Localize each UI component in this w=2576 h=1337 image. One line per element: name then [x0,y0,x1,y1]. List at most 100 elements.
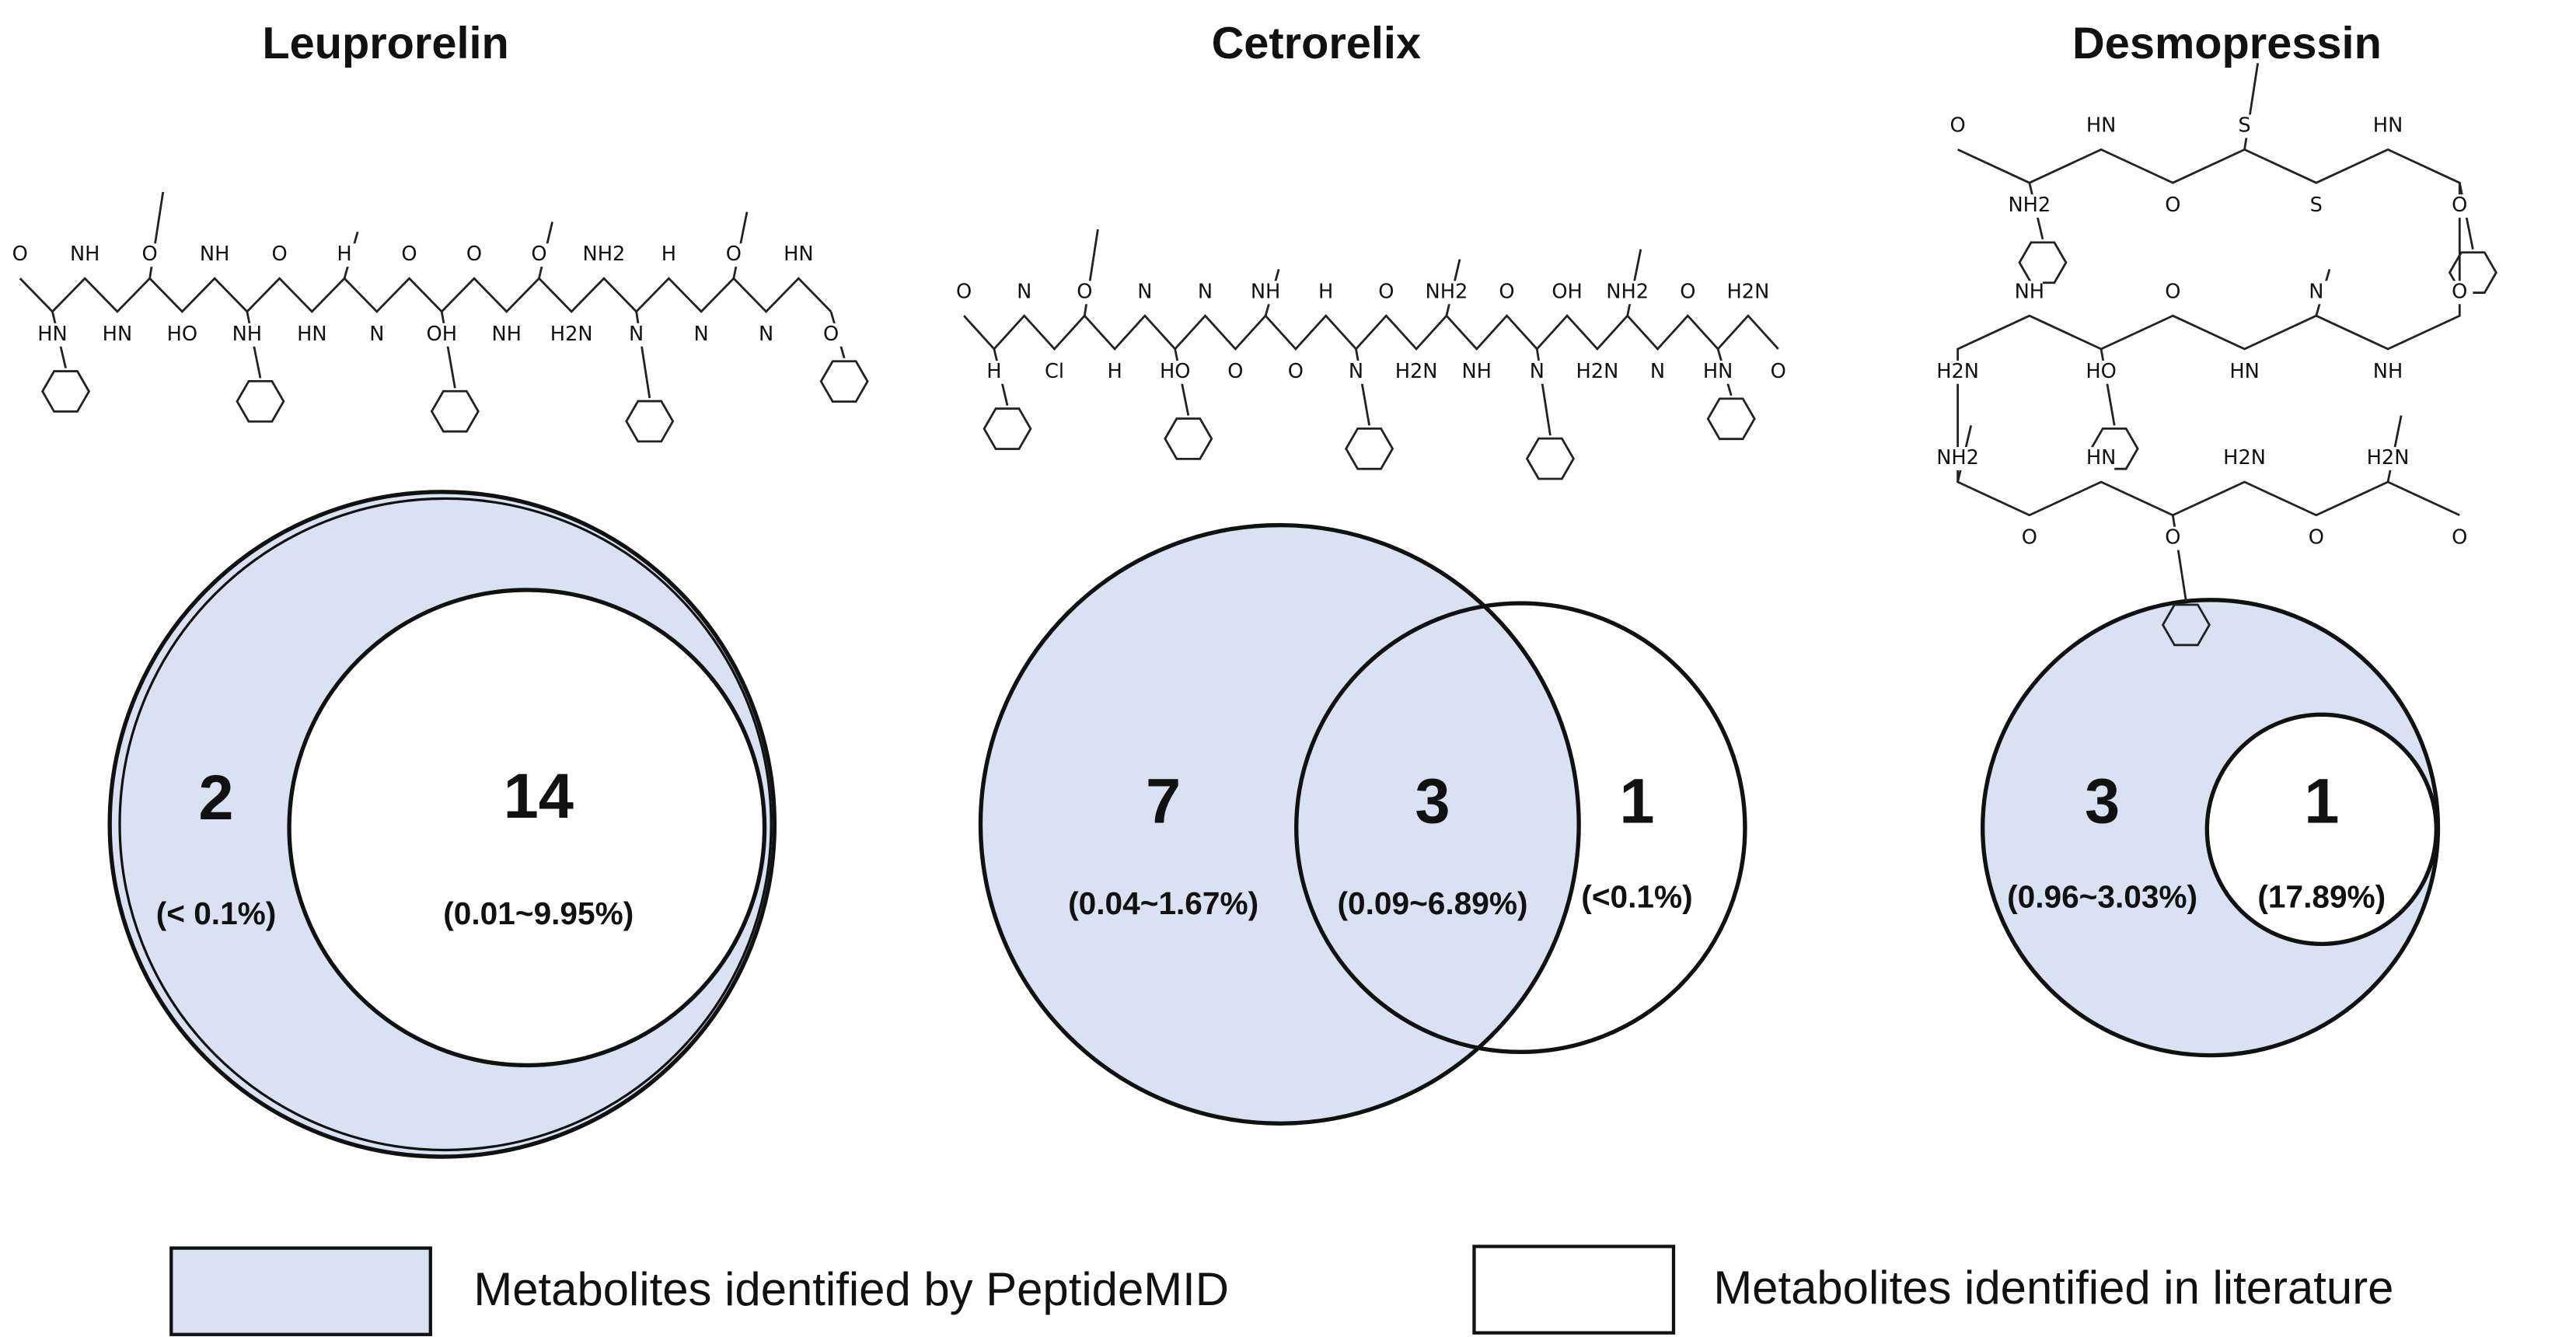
atom-label: HN [2086,446,2116,470]
atom-label: O [2165,280,2180,303]
atom-label: H2N [1395,360,1438,383]
atom-bg [72,243,99,267]
region-range: (17.89%) [2257,878,2386,914]
atom-bg [2302,281,2330,305]
atom-label: N [1650,360,1665,383]
atom-bg [169,323,196,347]
atom-label: OH [427,323,457,346]
ring [819,360,869,403]
atom-label: NH2 [583,243,626,266]
atom-bg [428,323,456,347]
region-count: 1 [2304,766,2339,836]
atom-label: H [1107,360,1122,383]
region-range: (< 0.1%) [156,895,277,931]
atom-label: O [401,243,417,266]
bond [19,277,832,313]
atom-bg [1493,281,1520,305]
atom-label: HN [37,323,67,346]
atom-label: NH2 [1606,280,1649,303]
atom-label: O [12,243,28,266]
ring [1345,427,1394,470]
region-count: 1 [1619,766,1654,836]
structure: O NH2 HN O S S HN O O NH N HN O HO NH H2N NH2 O HN O H2N O H2N… [1936,63,2497,647]
atom-bg [460,243,488,267]
ring [2161,603,2211,647]
atom-label: HN [297,323,326,346]
atom-bg [2374,447,2402,471]
atom-label: HN [784,243,813,266]
bond [1956,148,2461,517]
atom-bg [1222,360,1249,384]
atom-label: NH [2373,360,2403,383]
atom-bg [1583,360,1611,384]
set-outline [1294,601,1747,1055]
atom-label: S [2310,194,2323,217]
atom-label: H [1318,280,1333,303]
legend-label: Metabolites identified by PeptideMID [473,1263,1229,1315]
atom-label: O [466,243,482,266]
atom-bg [1614,281,1641,305]
atom-label: H [986,360,1001,383]
atom-bg [752,323,780,347]
atom-bg [396,243,423,267]
atom-bg [980,360,1007,384]
atom-bg [298,323,326,347]
atom-bg [1192,281,1219,305]
atom-bg [2231,447,2258,471]
bond [963,314,1779,351]
atom-label: HN [103,323,132,346]
atom-label: O [1227,360,1243,383]
atom-label: O [1680,280,1695,303]
atom-bg [1553,281,1581,305]
atom-label: HN [2229,360,2259,383]
atom-label: H2N [1576,360,1619,383]
panel-title: Desmopressin [2072,19,2382,68]
ring [625,400,675,443]
atom-bg [525,243,553,267]
region-range: (<0.1%) [1581,878,1692,914]
atom-label: N [2309,280,2323,303]
atom-label: O [1950,113,1966,137]
venn-leuprorelin [107,490,777,1159]
atom-label: OH [1552,280,1582,303]
panel-title: Cetrorelix [1212,19,1421,68]
atom-label: H2N [2367,446,2410,470]
atom-bg [2159,194,2187,218]
atom-label: O [271,243,287,266]
ring [1706,397,1756,441]
atom-label: NH2 [1936,446,1979,470]
ring [430,389,480,433]
atom-bg [1402,360,1430,384]
atom-bg [1312,281,1339,305]
atom-bg [688,323,715,347]
atom-label: N [1137,280,1152,303]
atom-label: H2N [1727,280,1770,303]
atom-label: O [2165,194,2180,217]
atom-bg [103,323,131,347]
atom-bg [136,243,163,267]
set-overlap [1296,603,1579,1052]
atom-bg [1041,360,1068,384]
atom-label: N [1530,360,1545,383]
region-count: 3 [1415,766,1450,836]
atom-label: H [337,243,351,266]
atom-label: O [1771,360,1786,383]
atom-bg [1282,360,1310,384]
atom-label: NH [200,243,229,266]
atom-bg [1433,281,1461,305]
atom-label: N [369,323,384,346]
atom-label: N [1349,360,1363,383]
atom-label: O [823,323,839,346]
atom-label: H [661,243,676,266]
region-range: (0.04~1.67%) [1068,885,1258,921]
atom-label: O [531,243,546,266]
atom-bg [493,323,520,347]
venn-desmopressin [1981,598,2441,1058]
legend-swatch [169,1246,432,1336]
atom-bg [1373,281,1400,305]
structure: OHNClOHNHONONHOHNOH2NNH2NHONOHH2NNH2NOHN… [950,229,1792,480]
ring [1164,417,1213,460]
atom-label: O [956,280,972,303]
region-count: 3 [2085,766,2120,836]
